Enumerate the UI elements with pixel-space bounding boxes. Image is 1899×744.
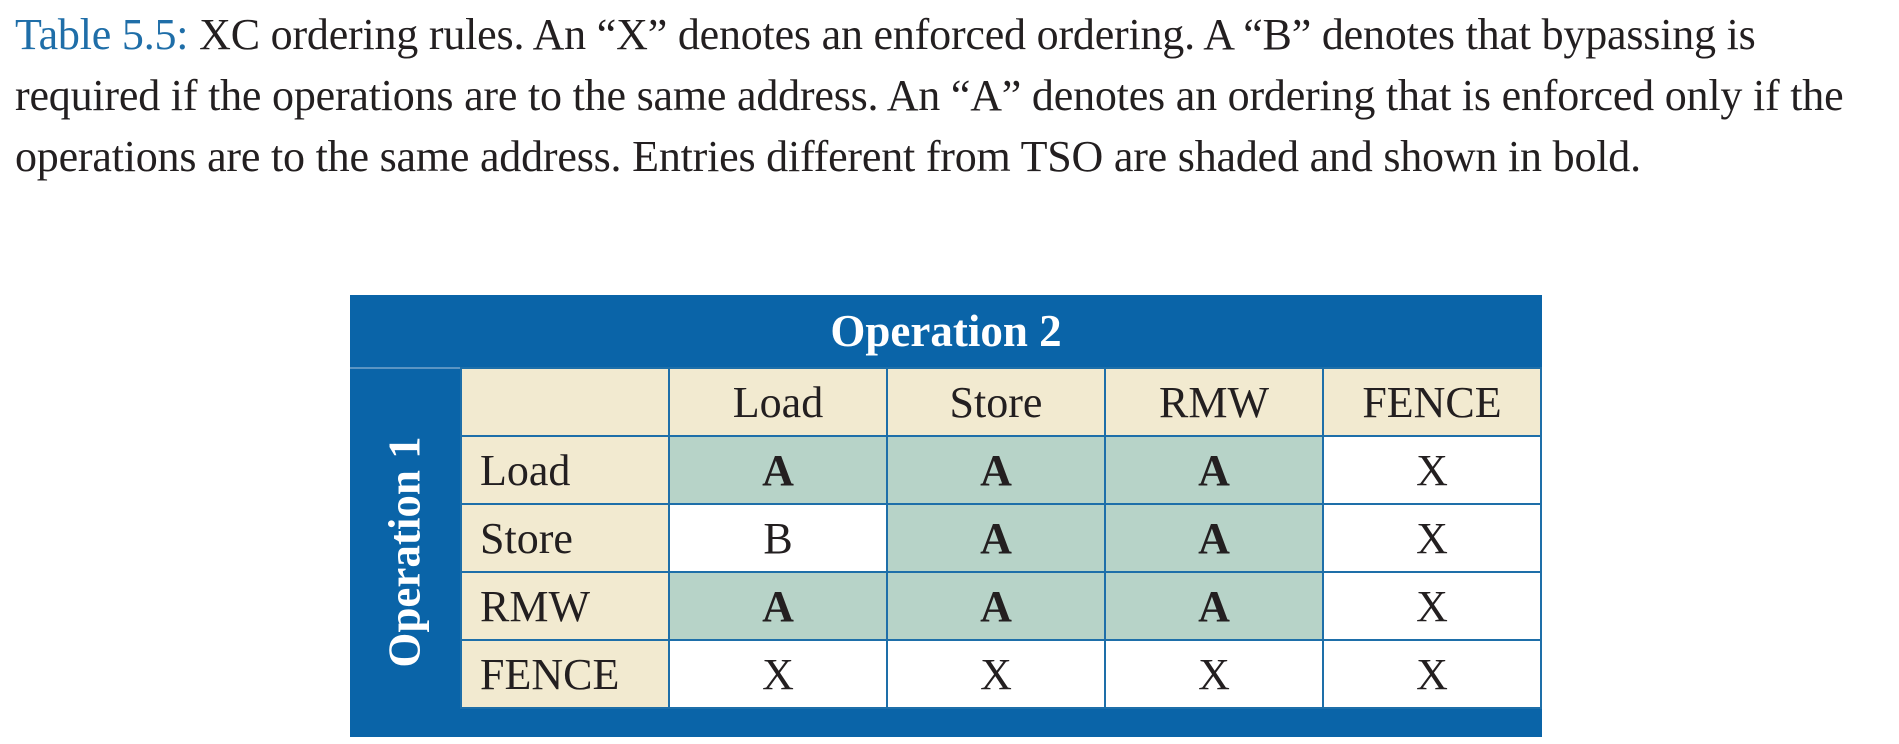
operation-1-header: Operation 1: [350, 367, 460, 737]
table-row: Load A A A X: [460, 435, 1542, 505]
table-cell: X: [1322, 503, 1542, 573]
table-cell: A: [1104, 503, 1324, 573]
column-header: RMW: [1104, 367, 1324, 437]
header-divider: [350, 367, 460, 369]
ordering-grid: Load Store RMW FENCE Load A A A X Store …: [460, 367, 1542, 709]
column-header-row: Load Store RMW FENCE: [460, 367, 1542, 437]
corner-cell: [460, 367, 670, 437]
table-row: FENCE X X X X: [460, 639, 1542, 709]
table-cell: A: [886, 503, 1106, 573]
xc-ordering-table: Operation 2 Operation 1 Load Store RMW F…: [350, 295, 1542, 737]
table-caption: Table 5.5: XC ordering rules. An “X” den…: [15, 4, 1887, 187]
table-cell: A: [1104, 435, 1324, 505]
row-header: RMW: [460, 571, 670, 641]
table-cell: X: [886, 639, 1106, 709]
caption-label: Table 5.5:: [15, 10, 189, 59]
table-cell: X: [1322, 571, 1542, 641]
table-cell: X: [668, 639, 888, 709]
operation-2-header: Operation 2: [830, 306, 1062, 356]
table-cell: A: [886, 571, 1106, 641]
column-header: FENCE: [1322, 367, 1542, 437]
row-header: FENCE: [460, 639, 670, 709]
column-header: Store: [886, 367, 1106, 437]
table-cell: A: [668, 571, 888, 641]
table-row: Store B A A X: [460, 503, 1542, 573]
table-cell: X: [1322, 639, 1542, 709]
caption-text: XC ordering rules. An “X” denotes an enf…: [15, 10, 1844, 181]
row-header: Load: [460, 435, 670, 505]
table-cell: A: [886, 435, 1106, 505]
row-header: Store: [460, 503, 670, 573]
table-cell: A: [1104, 571, 1324, 641]
table-cell: A: [668, 435, 888, 505]
column-header: Load: [668, 367, 888, 437]
operation-1-label: Operation 1: [380, 436, 430, 668]
table-cell: B: [668, 503, 888, 573]
table-row: RMW A A A X: [460, 571, 1542, 641]
table-cell: X: [1322, 435, 1542, 505]
table-cell: X: [1104, 639, 1324, 709]
